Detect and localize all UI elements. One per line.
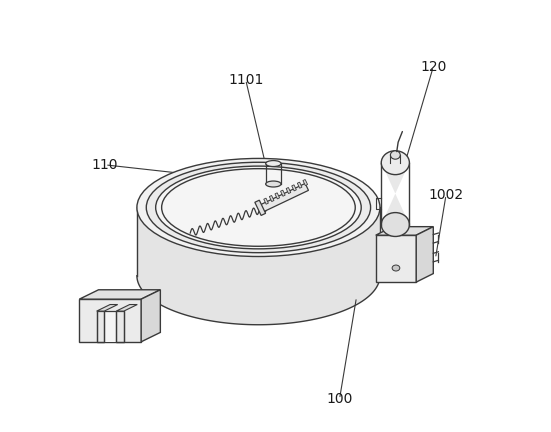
Polygon shape — [303, 179, 307, 186]
Polygon shape — [96, 305, 118, 311]
Polygon shape — [269, 196, 274, 202]
Polygon shape — [79, 290, 160, 299]
Polygon shape — [96, 311, 124, 342]
Text: 120: 120 — [420, 60, 446, 74]
Polygon shape — [264, 198, 268, 204]
Polygon shape — [116, 311, 124, 342]
Ellipse shape — [381, 213, 409, 236]
Ellipse shape — [161, 168, 355, 246]
Text: 100: 100 — [326, 392, 353, 407]
Polygon shape — [137, 207, 380, 325]
Ellipse shape — [266, 181, 281, 187]
Polygon shape — [376, 227, 433, 235]
Ellipse shape — [266, 161, 281, 166]
Ellipse shape — [137, 159, 380, 257]
Polygon shape — [376, 235, 416, 282]
Polygon shape — [96, 311, 104, 342]
Polygon shape — [280, 190, 285, 196]
Text: 1002: 1002 — [429, 187, 463, 202]
Polygon shape — [141, 290, 160, 342]
Ellipse shape — [392, 265, 400, 271]
Polygon shape — [79, 299, 141, 342]
Ellipse shape — [391, 151, 400, 159]
Ellipse shape — [146, 162, 371, 253]
Polygon shape — [261, 184, 309, 212]
Polygon shape — [291, 185, 296, 191]
Polygon shape — [298, 182, 302, 188]
Text: 1101: 1101 — [228, 73, 263, 86]
Polygon shape — [275, 193, 279, 199]
Polygon shape — [286, 187, 291, 194]
Polygon shape — [116, 305, 137, 311]
Polygon shape — [381, 151, 409, 225]
Polygon shape — [416, 227, 433, 282]
Ellipse shape — [381, 151, 409, 175]
Polygon shape — [255, 200, 266, 216]
Text: 110: 110 — [91, 158, 118, 172]
Ellipse shape — [156, 166, 361, 249]
